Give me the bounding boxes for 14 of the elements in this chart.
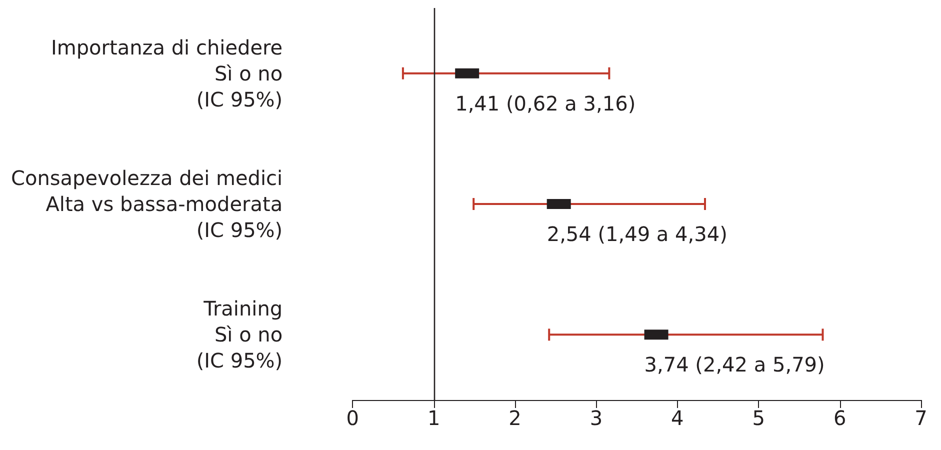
y-tick-label: Consapevolezza dei medici Alta vs bassa-moderata (IC 95%) — [10, 166, 283, 242]
x-tick-label: 6 — [833, 406, 846, 430]
x-tick-label: 0 — [346, 406, 359, 430]
x-tick-label: 3 — [590, 406, 603, 430]
y-tick-label: Training Sì o no (IC 95%) — [196, 296, 283, 373]
data-label: 1,41 (0,62 a 3,16) — [455, 91, 636, 116]
x-tick-label: 1 — [427, 406, 440, 430]
x-tick-label: 4 — [671, 406, 684, 430]
x-tick-label: 7 — [914, 406, 928, 430]
data-label: 3,74 (2,42 a 5,79) — [644, 352, 825, 377]
x-tick-label: 2 — [508, 406, 522, 430]
x-tick-label: 5 — [752, 406, 765, 430]
data-label: 2,54 (1,49 a 4,34) — [546, 222, 728, 246]
y-tick-label: Importanza di chiedere Sì o no (IC 95%) — [50, 35, 283, 112]
